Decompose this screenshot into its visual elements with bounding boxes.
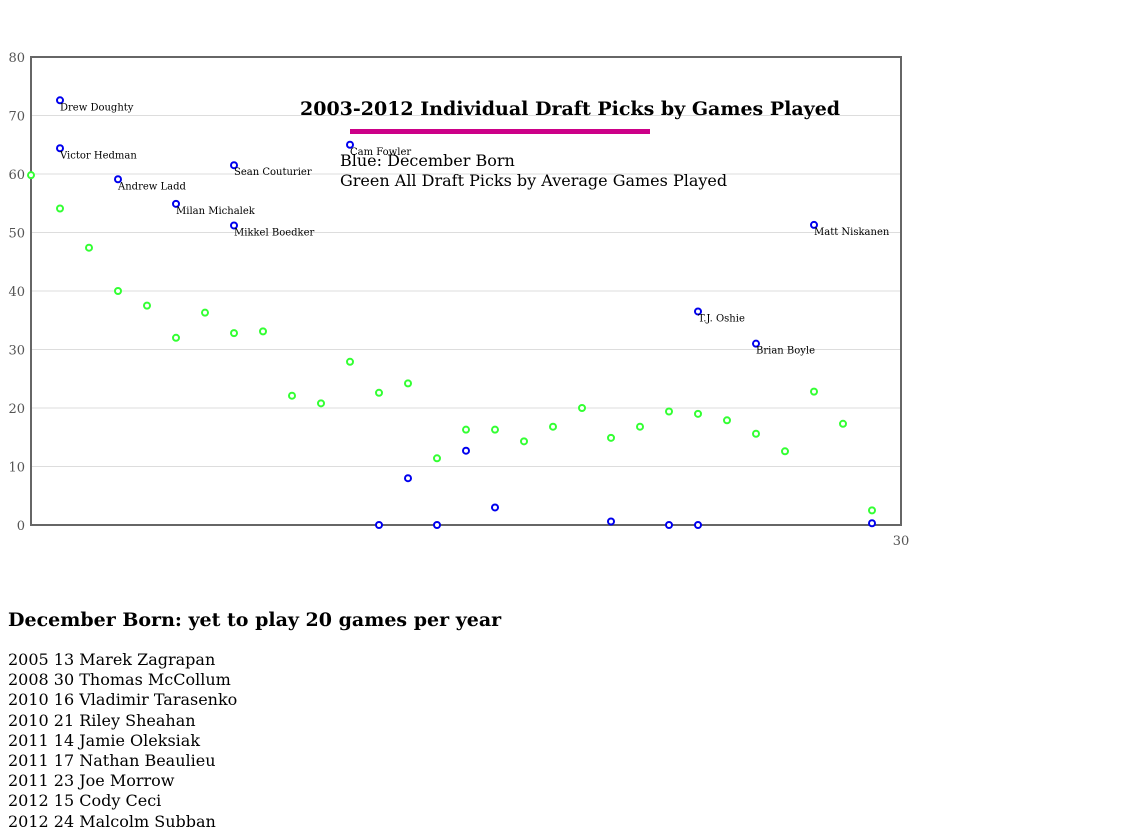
december-point — [230, 161, 238, 170]
december-point — [462, 446, 470, 455]
average-point — [752, 429, 760, 438]
player-list: 2005 13 Marek Zagrapan 2008 30 Thomas McC… — [8, 650, 237, 832]
december-point — [346, 140, 354, 149]
december-point — [375, 521, 383, 529]
chart-subtitle-green: Green All Draft Picks by Average Games P… — [340, 171, 728, 190]
december-point — [665, 521, 673, 529]
average-point — [462, 425, 470, 434]
average-point — [259, 327, 267, 336]
december-point — [868, 519, 876, 528]
point-label: Brian Boyle — [756, 346, 815, 357]
average-point — [491, 425, 499, 434]
average-point — [839, 419, 847, 428]
average-point — [433, 454, 441, 463]
player-list-item: 2010 21 Riley Sheahan — [8, 710, 196, 730]
average-point — [665, 407, 673, 416]
player-list-item: 2011 14 Jamie Oleksiak — [8, 730, 201, 750]
player-list-item: 2012 15 Cody Ceci — [8, 791, 162, 811]
x-tick-label: 30 — [893, 534, 910, 549]
point-label: Milan Michalek — [176, 206, 256, 217]
december-point — [607, 517, 615, 526]
player-list-item: 2011 17 Nathan Beaulieu — [8, 751, 216, 771]
average-point — [868, 506, 876, 515]
average-point — [317, 399, 325, 408]
average-point — [85, 243, 93, 252]
section-heading: December Born: yet to play 20 games per … — [8, 609, 502, 631]
average-point — [288, 391, 296, 400]
average-point — [172, 333, 180, 342]
plot-frame — [30, 56, 902, 526]
point-label: Drew Doughty — [60, 102, 134, 113]
december-point — [230, 221, 238, 230]
average-point — [549, 422, 557, 431]
y-tick-label: 10 — [8, 461, 25, 476]
december-point — [433, 521, 441, 529]
december-point — [56, 96, 64, 105]
average-point — [520, 437, 528, 446]
player-list-item: 2011 23 Joe Morrow — [8, 771, 175, 791]
y-tick-label: 60 — [8, 168, 25, 183]
chart-subtitle-blue: Blue: December Born — [340, 151, 515, 170]
player-list-item: 2012 24 Malcolm Subban — [8, 811, 216, 831]
average-point — [143, 301, 151, 310]
december-point — [404, 474, 412, 483]
y-axis-ticks: 0 10 20 30 40 50 60 70 80 — [8, 51, 25, 534]
average-point — [578, 404, 586, 412]
december-point — [56, 144, 64, 153]
point-label: Cam Fowler — [350, 147, 411, 158]
december-point — [694, 521, 702, 529]
point-label: Mikkel Boedker — [234, 227, 315, 238]
data-points — [27, 96, 876, 529]
december-point — [114, 175, 122, 184]
y-tick-label: 80 — [8, 51, 25, 66]
x-axis-ticks: 30 — [893, 534, 910, 549]
average-point — [230, 329, 238, 338]
player-list-item: 2008 30 Thomas McCollum — [8, 670, 231, 690]
average-point — [810, 387, 818, 396]
y-tick-label: 0 — [17, 519, 25, 534]
chart-title: 2003-2012 Individual Draft Picks by Game… — [300, 98, 841, 120]
december-point — [752, 339, 760, 348]
average-point — [375, 388, 383, 397]
point-labels: Drew Doughty Victor Hedman Andrew Ladd Mila… — [59, 102, 890, 356]
december-point — [694, 307, 702, 316]
average-point — [694, 409, 702, 418]
average-point — [114, 287, 122, 295]
y-tick-label: 30 — [8, 344, 25, 359]
point-label: Victor Hedman — [59, 150, 137, 161]
average-point — [346, 357, 354, 366]
average-point — [781, 447, 789, 456]
scatter-chart: 0 10 20 30 40 50 60 70 80 30 Drew Doughty Victor … — [8, 51, 910, 549]
y-tick-label: 20 — [8, 402, 25, 417]
average-point — [723, 416, 731, 425]
title-underline — [350, 129, 650, 134]
average-point — [636, 422, 644, 431]
y-tick-label: 50 — [8, 227, 25, 242]
point-label: Andrew Ladd — [117, 181, 187, 192]
point-label: Sean Couturier — [234, 167, 312, 178]
december-point — [172, 199, 180, 208]
average-point — [607, 433, 615, 442]
average-point — [56, 204, 64, 213]
y-tick-label: 40 — [8, 285, 25, 300]
point-label: T.J. Oshie — [698, 313, 745, 324]
average-point — [404, 379, 412, 388]
player-list-item: 2005 13 Marek Zagrapan — [8, 650, 216, 669]
y-tick-label: 70 — [8, 110, 25, 125]
point-label: Matt Niskanen — [814, 227, 890, 238]
gridlines — [31, 115, 901, 467]
december-point — [491, 503, 499, 512]
december-point — [810, 220, 818, 229]
average-point — [27, 171, 35, 180]
player-list-item: 2010 16 Vladimir Tarasenko — [8, 690, 238, 710]
average-point — [201, 308, 209, 317]
